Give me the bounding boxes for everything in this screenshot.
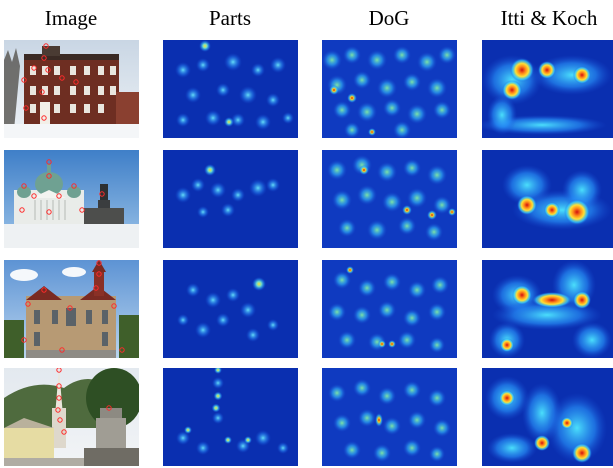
column-header-itti-koch: Itti & Koch (500, 6, 598, 30)
photo-brick-building (4, 40, 139, 138)
heatmap-dog-1 (322, 40, 457, 138)
dog-map-row-1 (322, 40, 457, 138)
dog-map-row-3 (322, 260, 457, 358)
heatmap-itti-koch-3 (482, 260, 613, 358)
photo-twin-tower-church (4, 260, 139, 358)
parts-map-row-1 (163, 40, 298, 138)
dog-map-row-2 (322, 150, 457, 248)
parts-map-row-4 (163, 368, 298, 466)
image-cell-row-3 (4, 260, 139, 358)
heatmap-dog-2 (322, 150, 457, 248)
photo-domed-cathedral (4, 150, 139, 248)
heatmap-itti-koch-4 (482, 368, 613, 466)
heatmap-parts-2 (163, 150, 298, 248)
image-cell-row-2 (4, 150, 139, 248)
column-header-dog: DoG (368, 6, 410, 30)
dog-map-row-4 (322, 368, 457, 466)
column-header-parts: Parts (209, 6, 251, 30)
photo-spire-and-monument (4, 368, 139, 466)
heatmap-itti-koch-2 (482, 150, 613, 248)
itti-koch-map-row-2 (482, 150, 613, 248)
heatmap-itti-koch-1 (482, 40, 613, 138)
itti-koch-map-row-1 (482, 40, 613, 138)
heatmap-parts-3 (163, 260, 298, 358)
image-cell-row-1 (4, 40, 139, 138)
column-header-image: Image (44, 6, 98, 30)
heatmap-dog-3 (322, 260, 457, 358)
image-cell-row-4 (4, 368, 139, 466)
parts-map-row-3 (163, 260, 298, 358)
heatmap-parts-1 (163, 40, 298, 138)
heatmap-dog-4 (322, 368, 457, 466)
parts-map-row-2 (163, 150, 298, 248)
itti-koch-map-row-4 (482, 368, 613, 466)
itti-koch-map-row-3 (482, 260, 613, 358)
heatmap-parts-4 (163, 368, 298, 466)
